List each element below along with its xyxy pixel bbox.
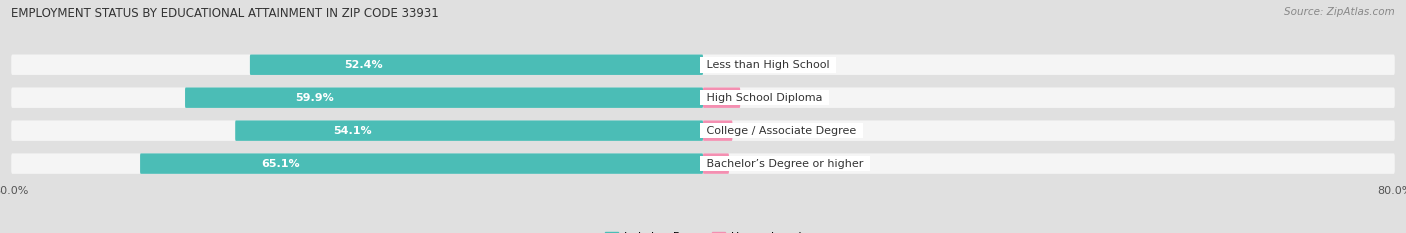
Text: 52.4%: 52.4% (344, 60, 382, 70)
FancyBboxPatch shape (250, 55, 703, 75)
FancyBboxPatch shape (186, 87, 703, 108)
Text: 4.3%: 4.3% (758, 93, 786, 103)
Text: 59.9%: 59.9% (295, 93, 333, 103)
FancyBboxPatch shape (703, 153, 728, 174)
Text: 3.4%: 3.4% (749, 126, 778, 136)
Text: 54.1%: 54.1% (333, 126, 371, 136)
FancyBboxPatch shape (703, 120, 733, 141)
Text: 65.1%: 65.1% (262, 159, 299, 169)
Text: High School Diploma: High School Diploma (703, 93, 825, 103)
FancyBboxPatch shape (11, 120, 1395, 141)
Text: 0.0%: 0.0% (720, 60, 748, 70)
Text: Bachelor’s Degree or higher: Bachelor’s Degree or higher (703, 159, 868, 169)
FancyBboxPatch shape (11, 55, 1395, 75)
Legend: In Labor Force, Unemployed: In Labor Force, Unemployed (600, 227, 806, 233)
Text: Less than High School: Less than High School (703, 60, 834, 70)
Text: 3.0%: 3.0% (747, 159, 775, 169)
FancyBboxPatch shape (235, 120, 703, 141)
FancyBboxPatch shape (703, 87, 740, 108)
FancyBboxPatch shape (141, 153, 703, 174)
FancyBboxPatch shape (11, 87, 1395, 108)
Text: Source: ZipAtlas.com: Source: ZipAtlas.com (1284, 7, 1395, 17)
FancyBboxPatch shape (11, 153, 1395, 174)
Text: EMPLOYMENT STATUS BY EDUCATIONAL ATTAINMENT IN ZIP CODE 33931: EMPLOYMENT STATUS BY EDUCATIONAL ATTAINM… (11, 7, 439, 20)
Text: College / Associate Degree: College / Associate Degree (703, 126, 859, 136)
